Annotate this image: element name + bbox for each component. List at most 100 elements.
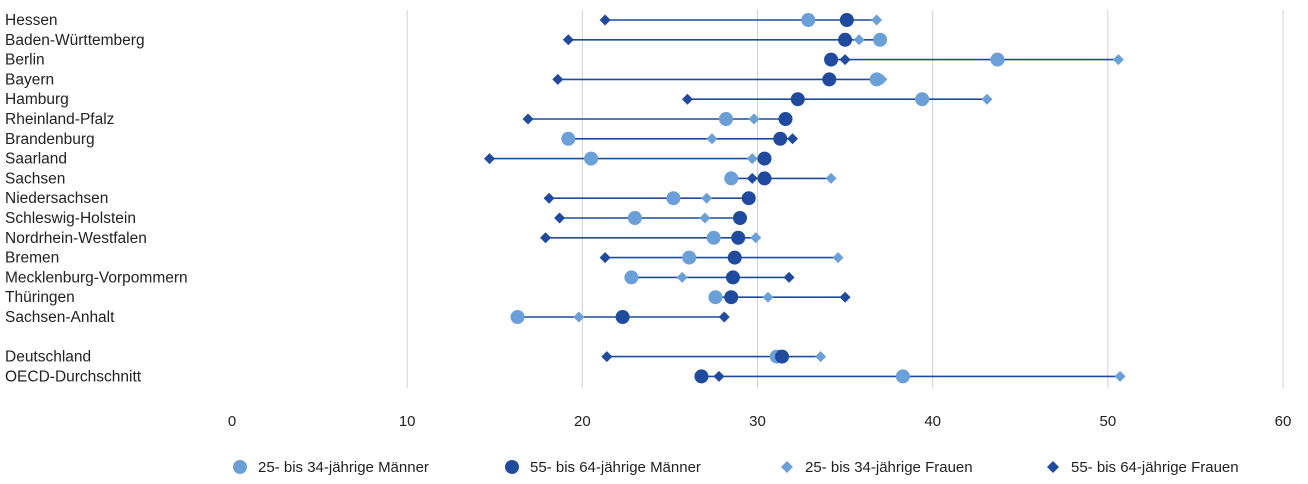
category-label: OECD-Durchschnitt <box>5 368 142 385</box>
data-point-circle <box>727 250 742 265</box>
data-point-circle <box>510 310 525 324</box>
category-label: Brandenburg <box>5 131 95 148</box>
data-point-circle <box>732 211 747 225</box>
gridlines <box>406 10 1284 388</box>
data-point-diamond <box>701 192 713 204</box>
data-point-circle <box>869 72 884 87</box>
data-point-circle <box>915 92 930 107</box>
legend-marker <box>1047 461 1059 473</box>
data-point-diamond <box>562 34 574 46</box>
data-point-diamond <box>706 133 718 145</box>
data-point-circle <box>990 52 1005 67</box>
data-markers <box>483 13 1126 384</box>
data-point-circle <box>773 131 788 146</box>
data-point-diamond <box>540 232 552 244</box>
data-point-circle <box>561 131 576 146</box>
data-point-diamond <box>1112 54 1124 66</box>
data-point-circle <box>731 230 746 245</box>
legend-label: 55- bis 64-jährige Männer <box>530 459 701 476</box>
data-point-circle <box>757 151 772 166</box>
data-point-diamond <box>746 172 758 184</box>
data-point-circle <box>838 32 853 47</box>
data-point-circle <box>775 349 790 364</box>
legend-marker <box>233 460 247 474</box>
data-point-diamond <box>522 113 534 125</box>
data-point-diamond <box>601 351 613 363</box>
legend: 25- bis 34-jährige Männer 55- bis 64-jähr… <box>233 459 1239 476</box>
data-point-diamond <box>483 153 495 165</box>
legend-marker <box>505 460 519 474</box>
data-point-diamond <box>783 271 795 283</box>
data-point-circle <box>706 230 721 245</box>
data-point-circle <box>741 191 756 206</box>
data-point-diamond <box>713 370 725 382</box>
x-tick-label: 10 <box>399 413 416 430</box>
data-point-diamond <box>573 311 585 323</box>
category-label: Hamburg <box>5 91 69 108</box>
legend-label: 25- bis 34-jährige Frauen <box>805 459 973 476</box>
legend-label: 25- bis 34-jährige Männer <box>258 459 429 476</box>
data-point-circle <box>584 151 599 166</box>
category-label: Niedersachsen <box>5 190 108 207</box>
x-tick-label: 50 <box>1099 413 1116 430</box>
data-point-diamond <box>839 291 851 303</box>
data-point-circle <box>824 52 839 67</box>
range-lines <box>489 19 1121 378</box>
data-point-circle <box>801 13 816 27</box>
category-labels: Hessen Baden-Württemberg Berlin Bayern Hambu… <box>5 12 188 385</box>
data-point-diamond <box>543 192 555 204</box>
data-point-circle <box>725 270 740 285</box>
data-point-diamond <box>762 291 774 303</box>
data-point-circle <box>895 369 910 384</box>
data-point-diamond <box>748 113 760 125</box>
category-label: Bayern <box>5 71 54 88</box>
data-point-diamond <box>871 14 883 26</box>
x-tick-label: 0 <box>228 413 236 430</box>
category-label: Mecklenburg-Vorpommern <box>5 269 188 286</box>
category-label: Bremen <box>5 250 59 267</box>
category-label: Thüringen <box>5 289 75 306</box>
category-label: Nordrhein-Westfalen <box>5 230 147 247</box>
x-tick-label: 40 <box>924 413 941 430</box>
data-point-circle <box>822 72 837 87</box>
data-point-circle <box>873 32 888 47</box>
data-point-circle <box>682 250 697 265</box>
data-point-circle <box>708 290 723 305</box>
data-point-circle <box>615 310 630 324</box>
data-point-circle <box>724 290 739 305</box>
data-point-diamond <box>787 133 799 145</box>
category-label: Schleswig-Holstein <box>5 210 136 227</box>
data-point-diamond <box>1114 370 1126 382</box>
x-tick-label: 20 <box>574 413 591 430</box>
data-point-circle <box>778 112 793 126</box>
category-label: Berlin <box>5 52 45 69</box>
data-point-diamond <box>554 212 566 224</box>
data-point-diamond <box>599 252 611 264</box>
data-point-circle <box>839 13 854 27</box>
data-point-diamond <box>750 232 762 244</box>
data-point-diamond <box>552 73 564 85</box>
data-point-diamond <box>815 351 827 363</box>
data-point-circle <box>757 171 772 186</box>
x-tick-label: 30 <box>749 413 766 430</box>
x-tick-label: 60 <box>1275 413 1292 430</box>
category-label: Hessen <box>5 12 58 29</box>
category-label: Baden-Württemberg <box>5 32 145 49</box>
data-point-circle <box>694 369 709 384</box>
x-axis-ticks: 0 10 20 30 40 50 60 <box>228 413 1292 430</box>
data-point-circle <box>624 270 639 285</box>
data-point-diamond <box>981 93 993 105</box>
category-label: Saarland <box>5 151 67 168</box>
data-point-diamond <box>699 212 711 224</box>
legend-marker <box>781 461 793 473</box>
data-point-diamond <box>681 93 693 105</box>
data-point-diamond <box>599 14 611 26</box>
data-point-diamond <box>718 311 730 323</box>
data-point-diamond <box>839 54 851 66</box>
category-label: Deutschland <box>5 349 91 366</box>
data-point-diamond <box>853 34 865 46</box>
category-label: Sachsen-Anhalt <box>5 309 115 326</box>
data-point-diamond <box>746 153 758 165</box>
